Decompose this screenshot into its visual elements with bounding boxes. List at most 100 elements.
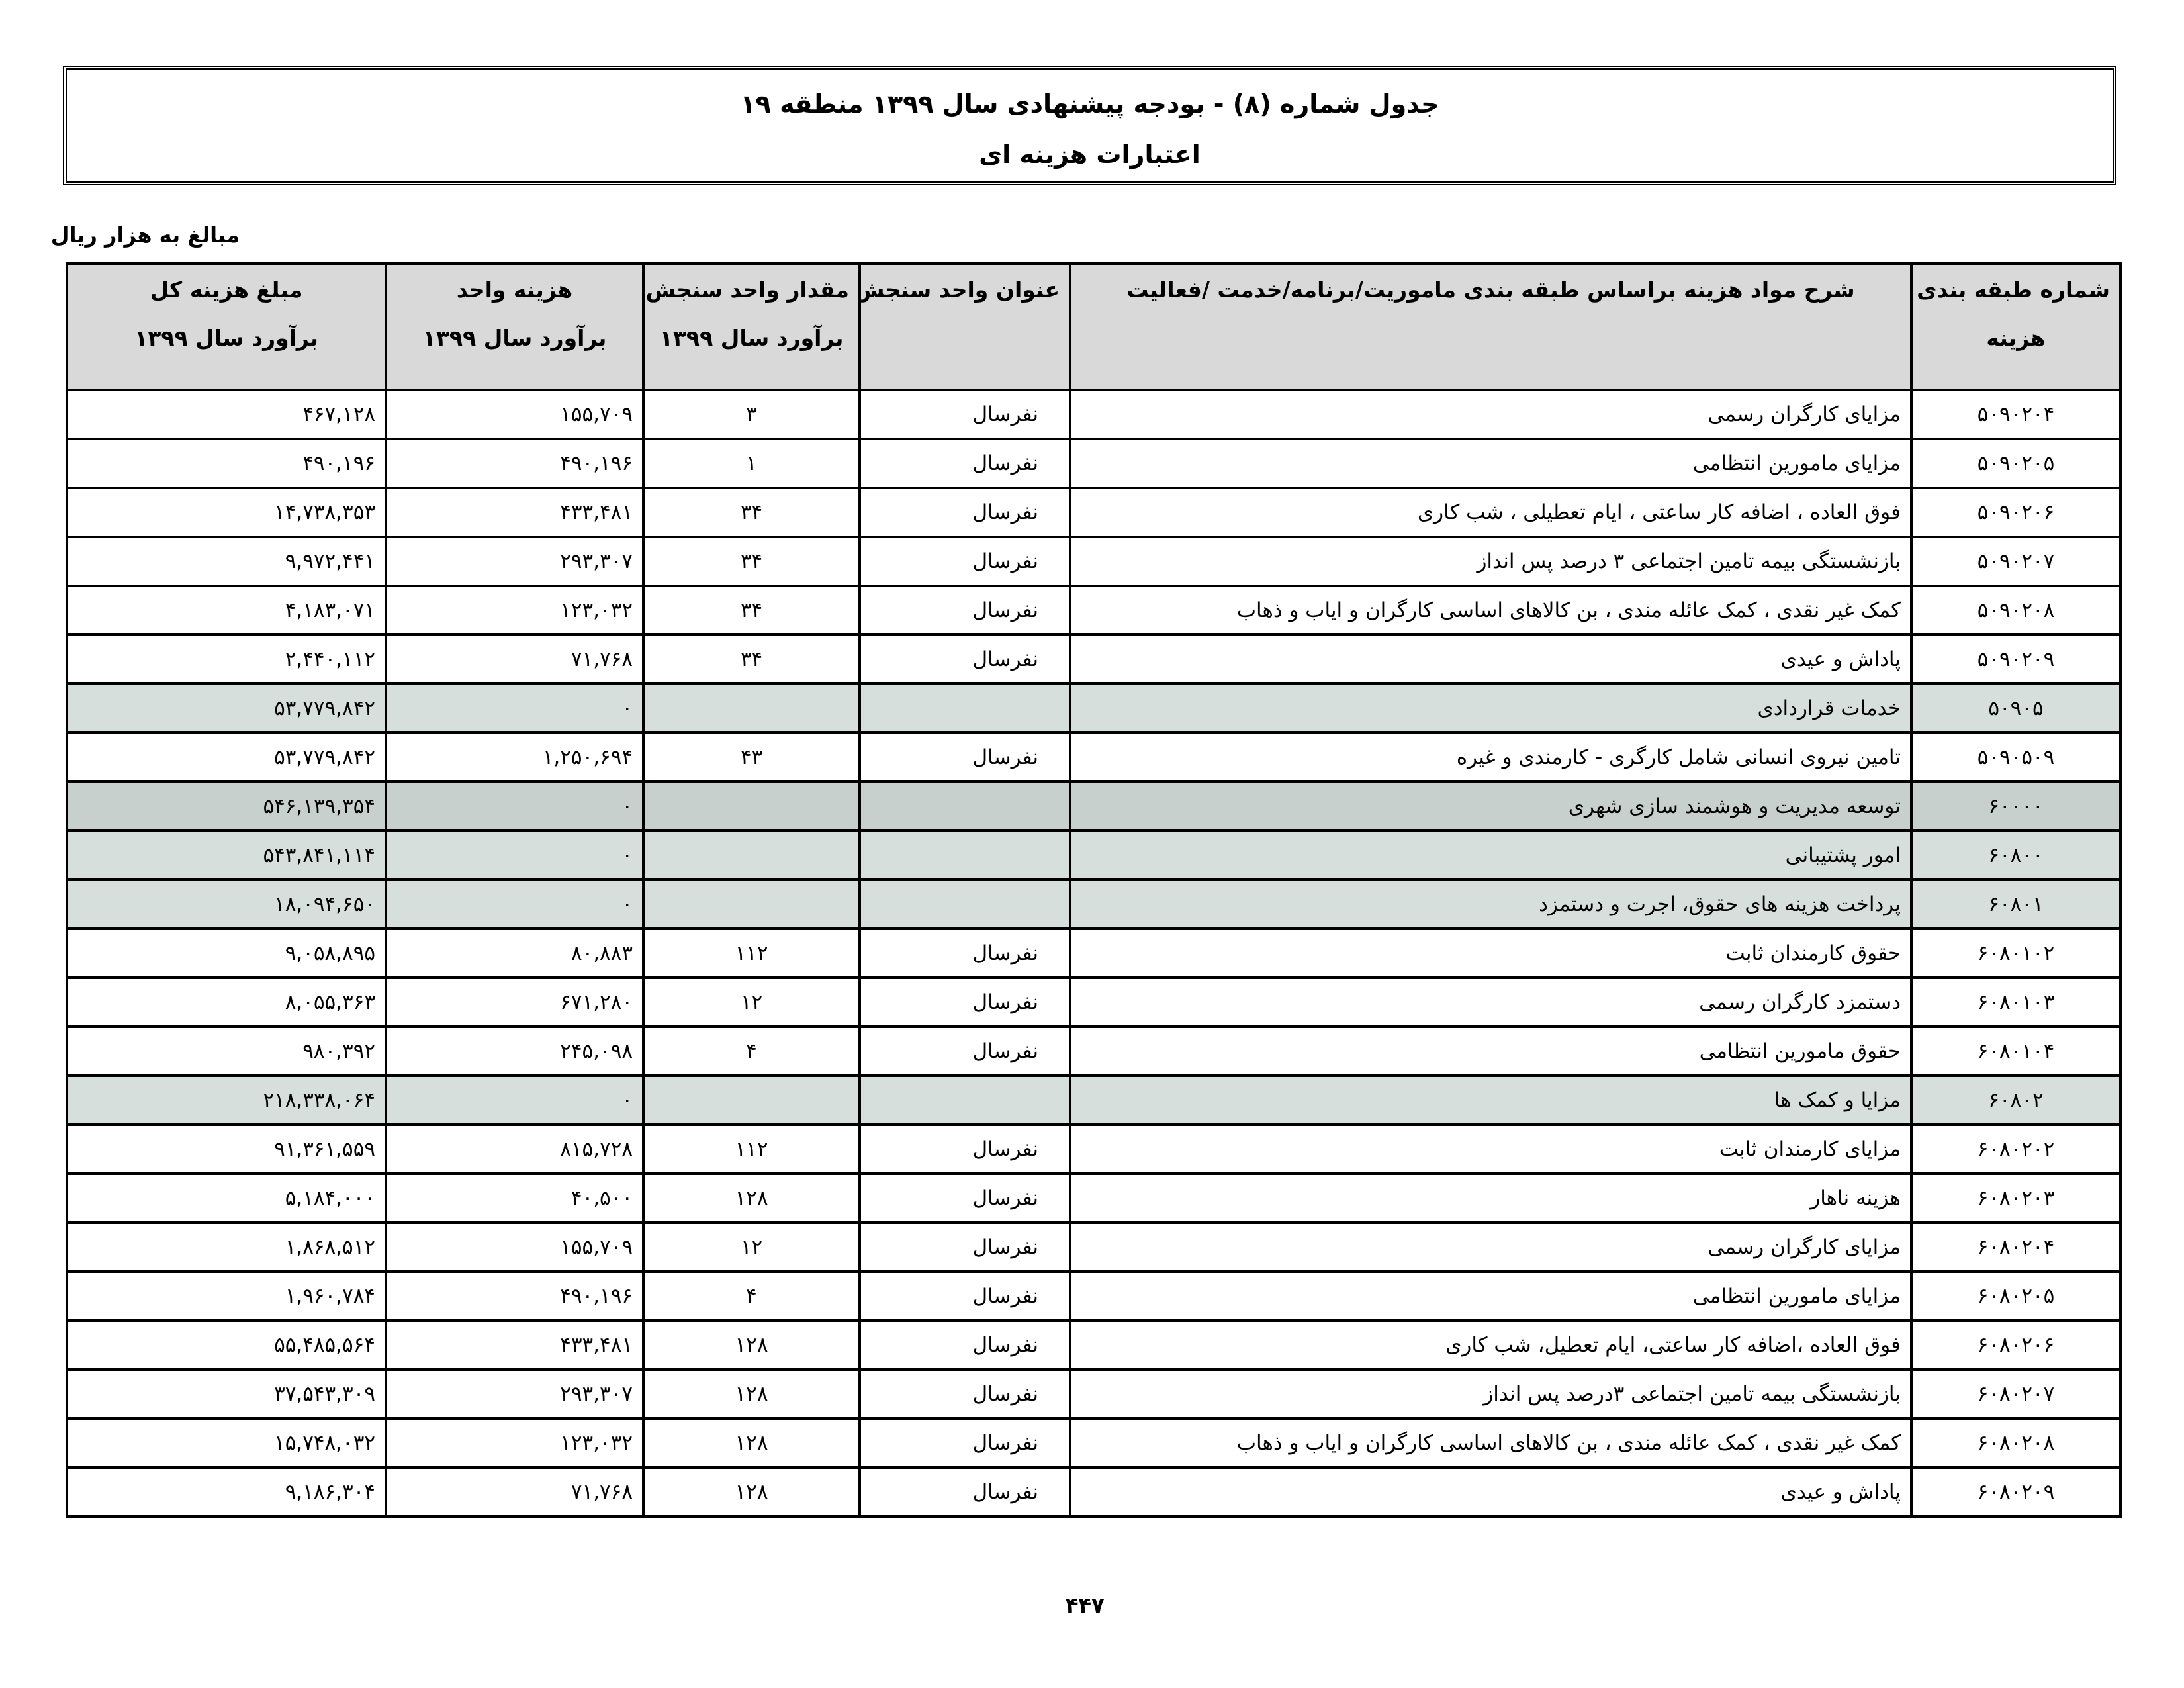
- cell-unit-title: [858, 878, 1071, 930]
- cell-unit-title: [858, 780, 1071, 832]
- cell-quantity: [642, 1074, 861, 1126]
- cell-description: حقوق مامورین انتظامی: [1069, 1025, 1913, 1077]
- cell-code: ۶۰۰۰۰: [1910, 780, 2122, 832]
- cell-code: ۶۰۸۰۲۰۸: [1910, 1417, 2122, 1469]
- cell-quantity: ۱۲۸: [642, 1368, 861, 1420]
- cell-unit-cost: ۲۹۳,۳۰۷: [385, 1368, 645, 1420]
- cell-total: ۲۱۸,۳۳۸,۰۶۴: [66, 1074, 387, 1126]
- cell-total: ۴۹۰,۱۹۶: [66, 438, 387, 489]
- cell-unit-cost: ۱,۲۵۰,۶۹۴: [385, 731, 645, 783]
- cell-total: ۵,۱۸۴,۰۰۰: [66, 1172, 387, 1224]
- cell-code: ۶۰۸۰۱۰۳: [1910, 976, 2122, 1028]
- cell-quantity: ۱۲۸: [642, 1417, 861, 1469]
- cell-description: کمک غیر نقدی ، کمک عائله مندی ، بن کالاه…: [1069, 1417, 1913, 1469]
- table-row: ۵۰۹۰۲۰۹ پاداش و عیدی نفرسال ۳۴ ۷۱,۷۶۸ ۲,۴۴۰,۱…: [66, 633, 2122, 685]
- cell-code: ۶۰۸۰۲: [1910, 1074, 2122, 1126]
- table-row: ۶۰۸۰۲ مزایا و کمک ها ۰ ۲۱۸,۳۳۸,۰۶۴: [66, 1074, 2122, 1126]
- table-row: ۵۰۹۰۲۰۵ مزایای مامورین انتظامی نفرسال ۱ ۴۹۰,…: [66, 438, 2122, 489]
- cell-quantity: ۳: [642, 389, 861, 440]
- cell-quantity: ۱۲۸: [642, 1172, 861, 1224]
- cell-total: ۹۸۰,۳۹۲: [66, 1025, 387, 1077]
- cell-description: توسعه مدیریت و هوشمند سازی شهری: [1069, 780, 1913, 832]
- cell-quantity: ۳۴: [642, 487, 861, 538]
- cell-unit-title: نفرسال: [858, 1172, 1071, 1224]
- cell-quantity: ۱: [642, 438, 861, 489]
- cell-description: تامین نیروی انسانی شامل کارگری - کارمندی…: [1069, 731, 1913, 783]
- table-row: ۵۰۹۰۲۰۶ فوق العاده ، اضافه کار ساعتی ، ای…: [66, 487, 2122, 538]
- cell-total: ۵۳,۷۷۹,۸۴۲: [66, 682, 387, 734]
- cell-unit-cost: ۰: [385, 682, 645, 734]
- cell-unit-title: نفرسال: [858, 1417, 1071, 1469]
- table-row: ۵۰۹۰۲۰۸ کمک غیر نقدی ، کمک عائله مندی ، ب…: [66, 585, 2122, 636]
- cell-code: ۵۰۹۰۲۰۴: [1910, 389, 2122, 440]
- cell-description: حقوق کارمندان ثابت: [1069, 927, 1913, 979]
- cell-description: مزایای مامورین انتظامی: [1069, 1270, 1913, 1322]
- cell-unit-cost: ۱۲۳,۰۳۲: [385, 1417, 645, 1469]
- table-row: ۶۰۸۰۲۰۷ بازنشستگی بیمه تامین اجتماعی ۳درص…: [66, 1368, 2122, 1420]
- table-row: ۵۰۹۰۵ خدمات قراردادی ۰ ۵۳,۷۷۹,۸۴۲: [66, 682, 2122, 734]
- table-row: ۶۰۰۰۰ توسعه مدیریت و هوشمند سازی شهری ۰ ۵۴۶…: [66, 780, 2122, 832]
- cell-unit-cost: ۰: [385, 1074, 645, 1126]
- cell-unit-title: [858, 682, 1071, 734]
- cell-code: ۵۰۹۰۲۰۵: [1910, 438, 2122, 489]
- cell-total: ۲,۴۴۰,۱۱۲: [66, 633, 387, 685]
- table-subtitle: اعتبارات هزینه ای: [979, 140, 1201, 169]
- cell-code: ۵۰۹۰۲۰۹: [1910, 633, 2122, 685]
- cell-code: ۶۰۸۰۲۰۷: [1910, 1368, 2122, 1420]
- table-row: ۶۰۸۰۱۰۲ حقوق کارمندان ثابت نفرسال ۱۱۲ ۸۰,۸۸۳…: [66, 927, 2122, 979]
- title-box: جدول شماره (۸) - بودجه پیشنهادی سال ۱۳۹۹…: [63, 66, 2116, 185]
- cell-description: مزایای کارگران رسمی: [1069, 1221, 1913, 1273]
- cell-unit-cost: ۲۹۳,۳۰۷: [385, 536, 645, 587]
- table-row: ۶۰۸۰۲۰۴ مزایای کارگران رسمی نفرسال ۱۲ ۱۵۵,۷۰…: [66, 1221, 2122, 1273]
- table-row: ۶۰۸۰۰ امور پشتیبانی ۰ ۵۴۳,۸۴۱,۱۱۴: [66, 829, 2122, 881]
- units-note: مبالغ به هزار ریال: [50, 222, 240, 248]
- cell-unit-title: نفرسال: [858, 1270, 1071, 1322]
- cell-unit-title: نفرسال: [858, 633, 1071, 685]
- table-row: ۶۰۸۰۲۰۵ مزایای مامورین انتظامی نفرسال ۴ ۴۹۰,…: [66, 1270, 2122, 1322]
- cell-unit-title: نفرسال: [858, 389, 1071, 440]
- cell-total: ۹۱,۳۶۱,۵۵۹: [66, 1123, 387, 1175]
- cell-unit-title: [858, 829, 1071, 881]
- budget-table: شماره طبقه بندی هزینه شرح مواد هزینه براس…: [66, 262, 2122, 1518]
- cell-unit-cost: ۴۹۰,۱۹۶: [385, 438, 645, 489]
- table-row: ۶۰۸۰۲۰۶ فوق العاده ،اضافه کار ساعتی، ایام…: [66, 1319, 2122, 1371]
- cell-unit-title: نفرسال: [858, 1123, 1071, 1175]
- cell-code: ۶۰۸۰۲۰۵: [1910, 1270, 2122, 1322]
- cell-quantity: ۱۲: [642, 1221, 861, 1273]
- cell-description: خدمات قراردادی: [1069, 682, 1913, 734]
- cell-total: ۵۵,۴۸۵,۵۶۴: [66, 1319, 387, 1371]
- cell-code: ۶۰۸۰۲۰۴: [1910, 1221, 2122, 1273]
- cell-unit-cost: ۷۱,۷۶۸: [385, 633, 645, 685]
- cell-total: ۵۴۶,۱۳۹,۳۵۴: [66, 780, 387, 832]
- cell-quantity: ۴: [642, 1025, 861, 1077]
- header-unit-title: عنوان واحد سنجش: [858, 262, 1071, 391]
- cell-unit-cost: ۴۳۳,۴۸۱: [385, 487, 645, 538]
- cell-unit-cost: ۰: [385, 829, 645, 881]
- cell-total: ۸,۰۵۵,۳۶۳: [66, 976, 387, 1028]
- cell-code: ۵۰۹۰۵: [1910, 682, 2122, 734]
- cell-description: کمک غیر نقدی ، کمک عائله مندی ، بن کالاه…: [1069, 585, 1913, 636]
- cell-quantity: ۱۱۲: [642, 927, 861, 979]
- cell-unit-title: نفرسال: [858, 1319, 1071, 1371]
- cell-unit-title: نفرسال: [858, 1368, 1071, 1420]
- cell-total: ۴۶۷,۱۲۸: [66, 389, 387, 440]
- cell-description: مزایا و کمک ها: [1069, 1074, 1913, 1126]
- cell-quantity: ۳۴: [642, 536, 861, 587]
- cell-description: بازنشستگی بیمه تامین اجتماعی ۳ درصد پس ا…: [1069, 536, 1913, 587]
- cell-total: ۹,۱۸۶,۳۰۴: [66, 1466, 387, 1518]
- cell-quantity: ۱۲۸: [642, 1466, 861, 1518]
- cell-description: امور پشتیبانی: [1069, 829, 1913, 881]
- cell-unit-cost: ۱۲۳,۰۳۲: [385, 585, 645, 636]
- cell-unit-cost: ۴۹۰,۱۹۶: [385, 1270, 645, 1322]
- cell-code: ۶۰۸۰۲۰۹: [1910, 1466, 2122, 1518]
- header-unit-cost: هزینه واحد برآورد سال ۱۳۹۹: [385, 262, 645, 391]
- cell-total: ۱۴,۷۳۸,۳۵۳: [66, 487, 387, 538]
- cell-quantity: [642, 829, 861, 881]
- cell-description: فوق العاده ، اضافه کار ساعتی ، ایام تعطی…: [1069, 487, 1913, 538]
- cell-total: ۵۳,۷۷۹,۸۴۲: [66, 731, 387, 783]
- header-total: مبلغ هزینه کل برآورد سال ۱۳۹۹: [66, 262, 387, 391]
- cell-unit-title: نفرسال: [858, 1025, 1071, 1077]
- cell-code: ۵۰۹۰۲۰۶: [1910, 487, 2122, 538]
- cell-unit-title: [858, 1074, 1071, 1126]
- table-row: ۶۰۸۰۱۰۳ دستمزد کارگران رسمی نفرسال ۱۲ ۶۷۱,۲۸…: [66, 976, 2122, 1028]
